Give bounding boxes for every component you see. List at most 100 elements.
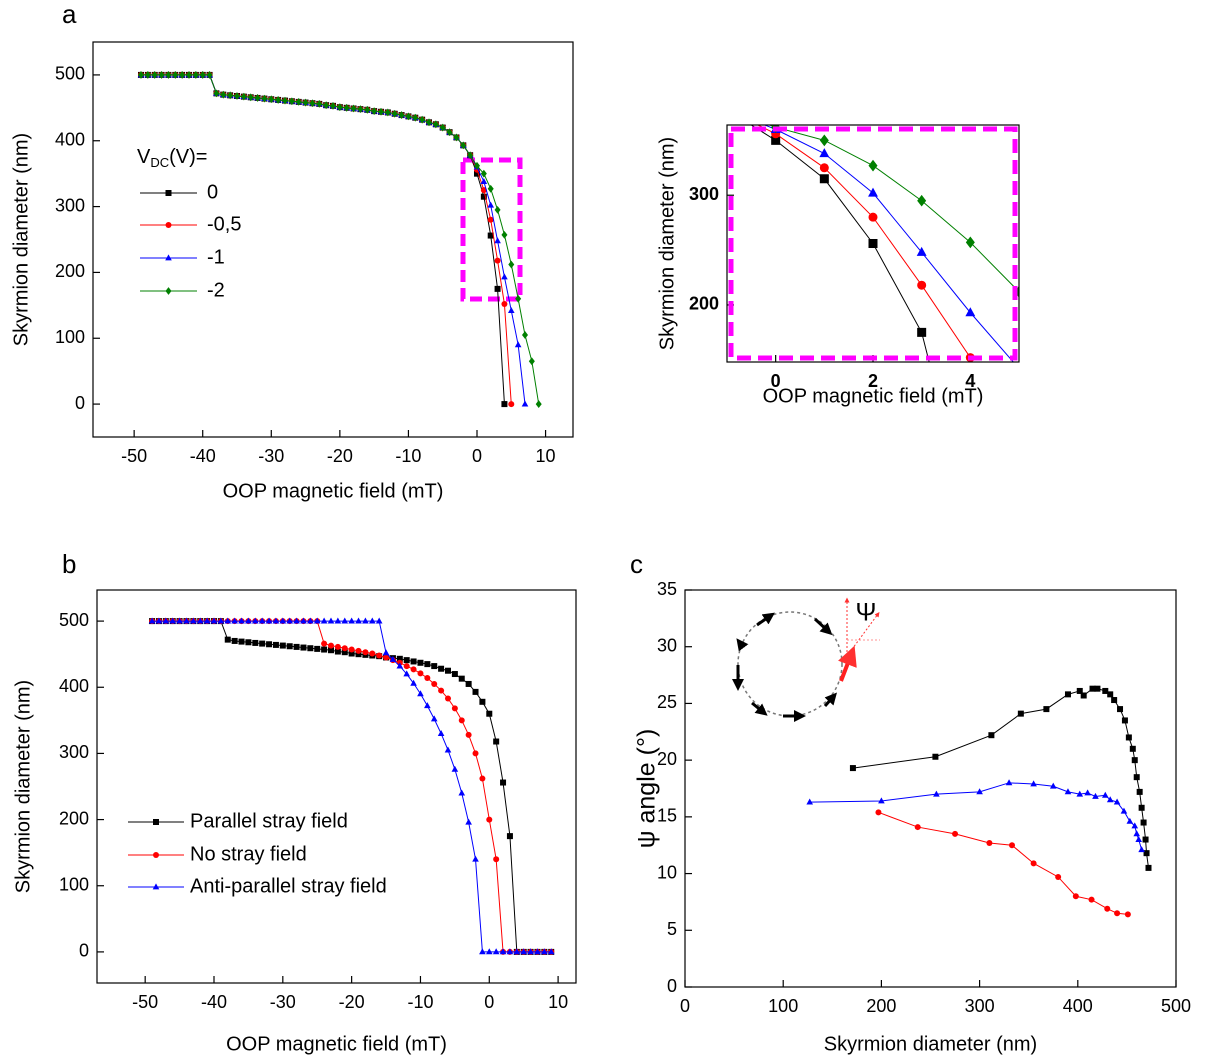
data-point [522, 331, 528, 339]
data-point [932, 753, 939, 760]
data-point [819, 174, 829, 184]
data-point [1126, 817, 1134, 824]
data-point [334, 617, 342, 624]
data-point [343, 103, 350, 112]
data-point [819, 134, 829, 147]
data-point [162, 617, 170, 624]
data-point [341, 617, 349, 624]
y-tick-label: 30 [657, 635, 677, 655]
data-point [238, 617, 245, 624]
y-tick-label: 300 [55, 195, 85, 215]
inset-border [728, 126, 1018, 361]
x-tick-label: -40 [201, 992, 227, 1012]
data-point [362, 649, 369, 656]
legend-marker [165, 190, 172, 196]
data-point [916, 246, 927, 256]
data-point [375, 617, 383, 624]
data-point [417, 670, 424, 677]
data-point [206, 71, 213, 79]
data-point [1084, 789, 1091, 796]
data-point [878, 797, 885, 804]
series-line [141, 74, 505, 405]
y-tick-label: 200 [689, 294, 719, 314]
data-point [494, 257, 501, 264]
data-point [368, 617, 376, 624]
data-point [282, 96, 288, 105]
data-point [439, 123, 446, 132]
plot-area [806, 685, 1152, 918]
data-point [444, 695, 451, 702]
data-point [467, 151, 474, 160]
data-point [341, 645, 348, 652]
data-point [501, 301, 508, 308]
data-point [722, 104, 732, 113]
data-point [875, 809, 882, 816]
data-point [417, 690, 424, 697]
legend-label: 0 [207, 181, 218, 203]
y-axis-label: Skyrmion diameter (nm) [656, 137, 678, 350]
data-point [165, 71, 172, 79]
data-point [868, 212, 878, 222]
data-point [384, 108, 391, 117]
data-point [806, 798, 814, 805]
data-point [183, 617, 190, 624]
data-point [1049, 782, 1057, 789]
skyrmion-diagram [732, 597, 880, 722]
series-line [152, 620, 552, 953]
x-tick-label: -50 [121, 446, 147, 466]
data-point [506, 948, 514, 955]
data-point [723, 104, 732, 116]
data-point [321, 646, 328, 653]
x-tick-label: 500 [1161, 996, 1191, 1016]
data-point [383, 654, 390, 661]
data-point [1161, 447, 1170, 459]
data-point [500, 779, 507, 786]
data-point [474, 170, 480, 177]
data-point [494, 205, 501, 214]
data-point [1129, 745, 1136, 752]
data-point [499, 948, 507, 955]
data-point [307, 617, 314, 624]
panel-label: b [62, 549, 76, 579]
data-point [426, 118, 432, 127]
plot-area [137, 71, 542, 408]
series-line [756, 125, 973, 362]
x-tick-label: 0 [680, 996, 690, 1016]
x-tick-label: -20 [327, 446, 353, 466]
legend-marker [153, 819, 159, 825]
y-tick-label: 300 [689, 184, 719, 204]
data-point [917, 280, 927, 290]
data-point [431, 680, 438, 687]
data-point [849, 765, 856, 772]
data-point [371, 107, 378, 116]
data-point [465, 818, 472, 825]
data-point [302, 98, 309, 107]
data-point [224, 636, 231, 643]
data-point [480, 187, 487, 194]
data-point [458, 789, 466, 796]
data-point [1094, 685, 1101, 692]
data-point [286, 617, 294, 624]
data-point [952, 830, 959, 837]
data-point [293, 617, 300, 624]
data-point [1106, 796, 1114, 803]
data-point [410, 679, 417, 686]
data-point [295, 98, 302, 106]
data-point [1143, 850, 1150, 857]
data-point [321, 640, 328, 647]
data-point [723, 105, 732, 114]
data-point [227, 91, 234, 100]
data-point [458, 717, 465, 724]
data-point [151, 71, 158, 79]
data-point [914, 824, 921, 831]
data-point [334, 648, 341, 655]
data-point [376, 652, 383, 659]
legend-title-sub: DC [150, 155, 169, 170]
legend-label: Anti-parallel stray field [190, 875, 387, 897]
data-point [451, 671, 458, 678]
data-point [1064, 788, 1072, 795]
data-point [348, 646, 355, 653]
x-tick-label: -10 [407, 992, 433, 1012]
data-point [224, 617, 232, 624]
y-tick-label: 10 [657, 862, 677, 882]
